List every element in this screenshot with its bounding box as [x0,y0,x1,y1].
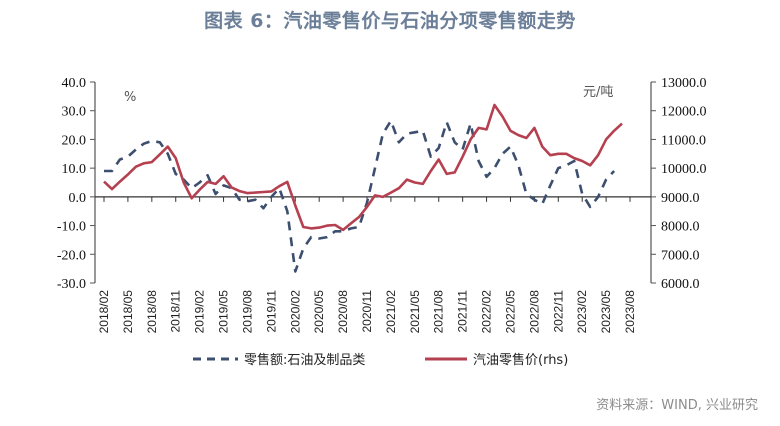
source-note: 资料来源：WIND, 兴业研究 [596,398,758,413]
x-axis-tick-label: 2018/11 [169,290,183,333]
chart-title: 图表 6：汽油零售价与石油分项零售额走势 [204,10,576,32]
legend-label-retail-sales: 零售额:石油及制品类 [244,352,365,368]
left-axis-tick-label: 0.0 [69,191,87,206]
x-axis-tick-label: 2020/05 [312,290,326,334]
right-axis-tick-label: 9000.0 [661,191,700,206]
x-axis-tick-label: 2022/02 [480,290,494,334]
left-axis-tick-label: 30.0 [62,105,87,120]
x-axis-tick-label: 2021/08 [432,290,446,334]
x-axis-tick-label: 2020/11 [360,290,374,333]
series-line-gasoline-price [103,103,623,232]
x-axis-tick-label: 2019/08 [240,290,254,334]
x-axis-tick-label: 2020/02 [288,290,302,334]
left-axis-tick-label: 10.0 [62,162,87,177]
x-axis: 2018/02 2018/05 2018/08 2018/11 2019/02 2019/… [95,196,651,334]
x-axis-tick-label: 2018/02 [97,290,111,334]
x-axis-tick-label: 2020/08 [336,290,350,334]
x-axis-tick-label: 2019/11 [264,290,278,333]
right-axis-tick-label: 6000.0 [661,277,700,292]
right-axis-tick-label: 8000.0 [661,220,700,235]
x-axis-tick-label: 2019/05 [217,290,231,334]
right-axis-tick-label: 12000.0 [661,105,707,120]
x-axis-tick-label: 2018/05 [121,290,135,334]
right-axis-tick-label: 11000.0 [661,133,706,148]
left-axis-tick-label: -10.0 [57,220,86,235]
x-axis-tick-label: 2019/02 [193,290,207,334]
plot-area [103,103,623,273]
right-axis-unit: 元/吨 [583,85,613,100]
legend-label-gasoline-price: 汽油零售价(rhs) [473,352,568,368]
right-axis: 13000.0 12000.0 11000.0 10000.0 9000.0 8000.0… [650,76,707,292]
left-axis-unit: % [124,90,136,105]
legend: 零售额:石油及制品类 汽油零售价(rhs) [193,352,568,368]
left-axis-tick-label: 20.0 [62,133,87,148]
x-axis-tick-label: 2023/05 [599,290,613,334]
x-axis-tick-label: 2023/02 [575,290,589,334]
x-axis-tick-label: 2021/05 [408,290,422,334]
x-axis-tick-label: 2022/08 [527,290,541,334]
x-axis-tick-label: 2022/05 [503,290,517,334]
right-axis-tick-label: 13000.0 [661,76,707,91]
x-axis-tick-label: 2021/02 [384,290,398,334]
series-line-retail-sales [104,119,616,273]
x-axis-tick-label: 2022/11 [551,290,565,333]
left-axis: 40.0 30.0 20.0 10.0 0.0 -10.0 -20.0 -30.0 [57,76,96,292]
right-axis-tick-label: 7000.0 [661,248,700,263]
right-axis-tick-label: 10000.0 [661,162,707,177]
left-axis-tick-label: -30.0 [57,277,86,292]
left-axis-tick-label: -20.0 [57,248,86,263]
x-axis-tick-label: 2021/11 [456,290,470,333]
left-axis-tick-label: 40.0 [62,76,87,91]
x-axis-tick-label: 2018/08 [145,290,159,334]
x-axis-tick-label: 2023/08 [623,290,637,334]
